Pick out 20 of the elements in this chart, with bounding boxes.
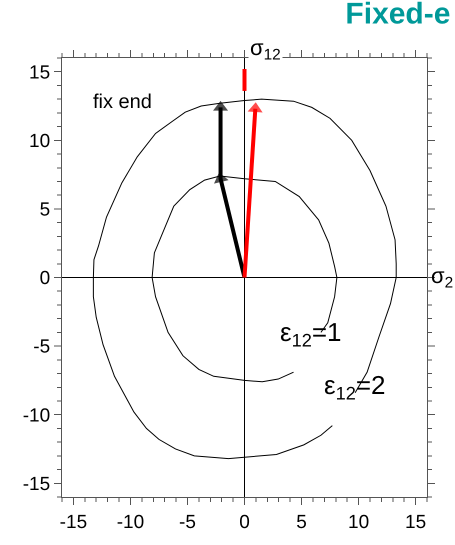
x-tick-label: -15 [60, 512, 88, 533]
x-tick-label: -5 [179, 512, 196, 533]
annotation: fix end [93, 91, 152, 113]
ref-line-label: σ$_{12}$ [250, 35, 281, 64]
y-tick-label: 5 [40, 200, 50, 221]
y-tick-label: -5 [33, 336, 50, 358]
chart-title: Fixed-e [345, 0, 450, 31]
y-tick-label: 0 [40, 268, 50, 290]
x-tick-label: 15 [405, 512, 426, 533]
y-tick-label: 10 [29, 130, 50, 152]
annotation: ε$_{12}$=2 [324, 370, 386, 404]
x-tick-label: -10 [116, 512, 144, 533]
x-tick-label: 10 [348, 512, 370, 533]
y-tick-label: 15 [29, 62, 50, 84]
annotation: ε$_{12}$=1 [280, 317, 342, 350]
y-tick-label: -10 [22, 405, 50, 426]
x-tick-label: 5 [296, 512, 307, 533]
y-tick-label: -15 [22, 474, 50, 495]
ref-line-label: σ$_{2}$ [431, 263, 454, 292]
x-tick-label: 0 [239, 512, 250, 533]
